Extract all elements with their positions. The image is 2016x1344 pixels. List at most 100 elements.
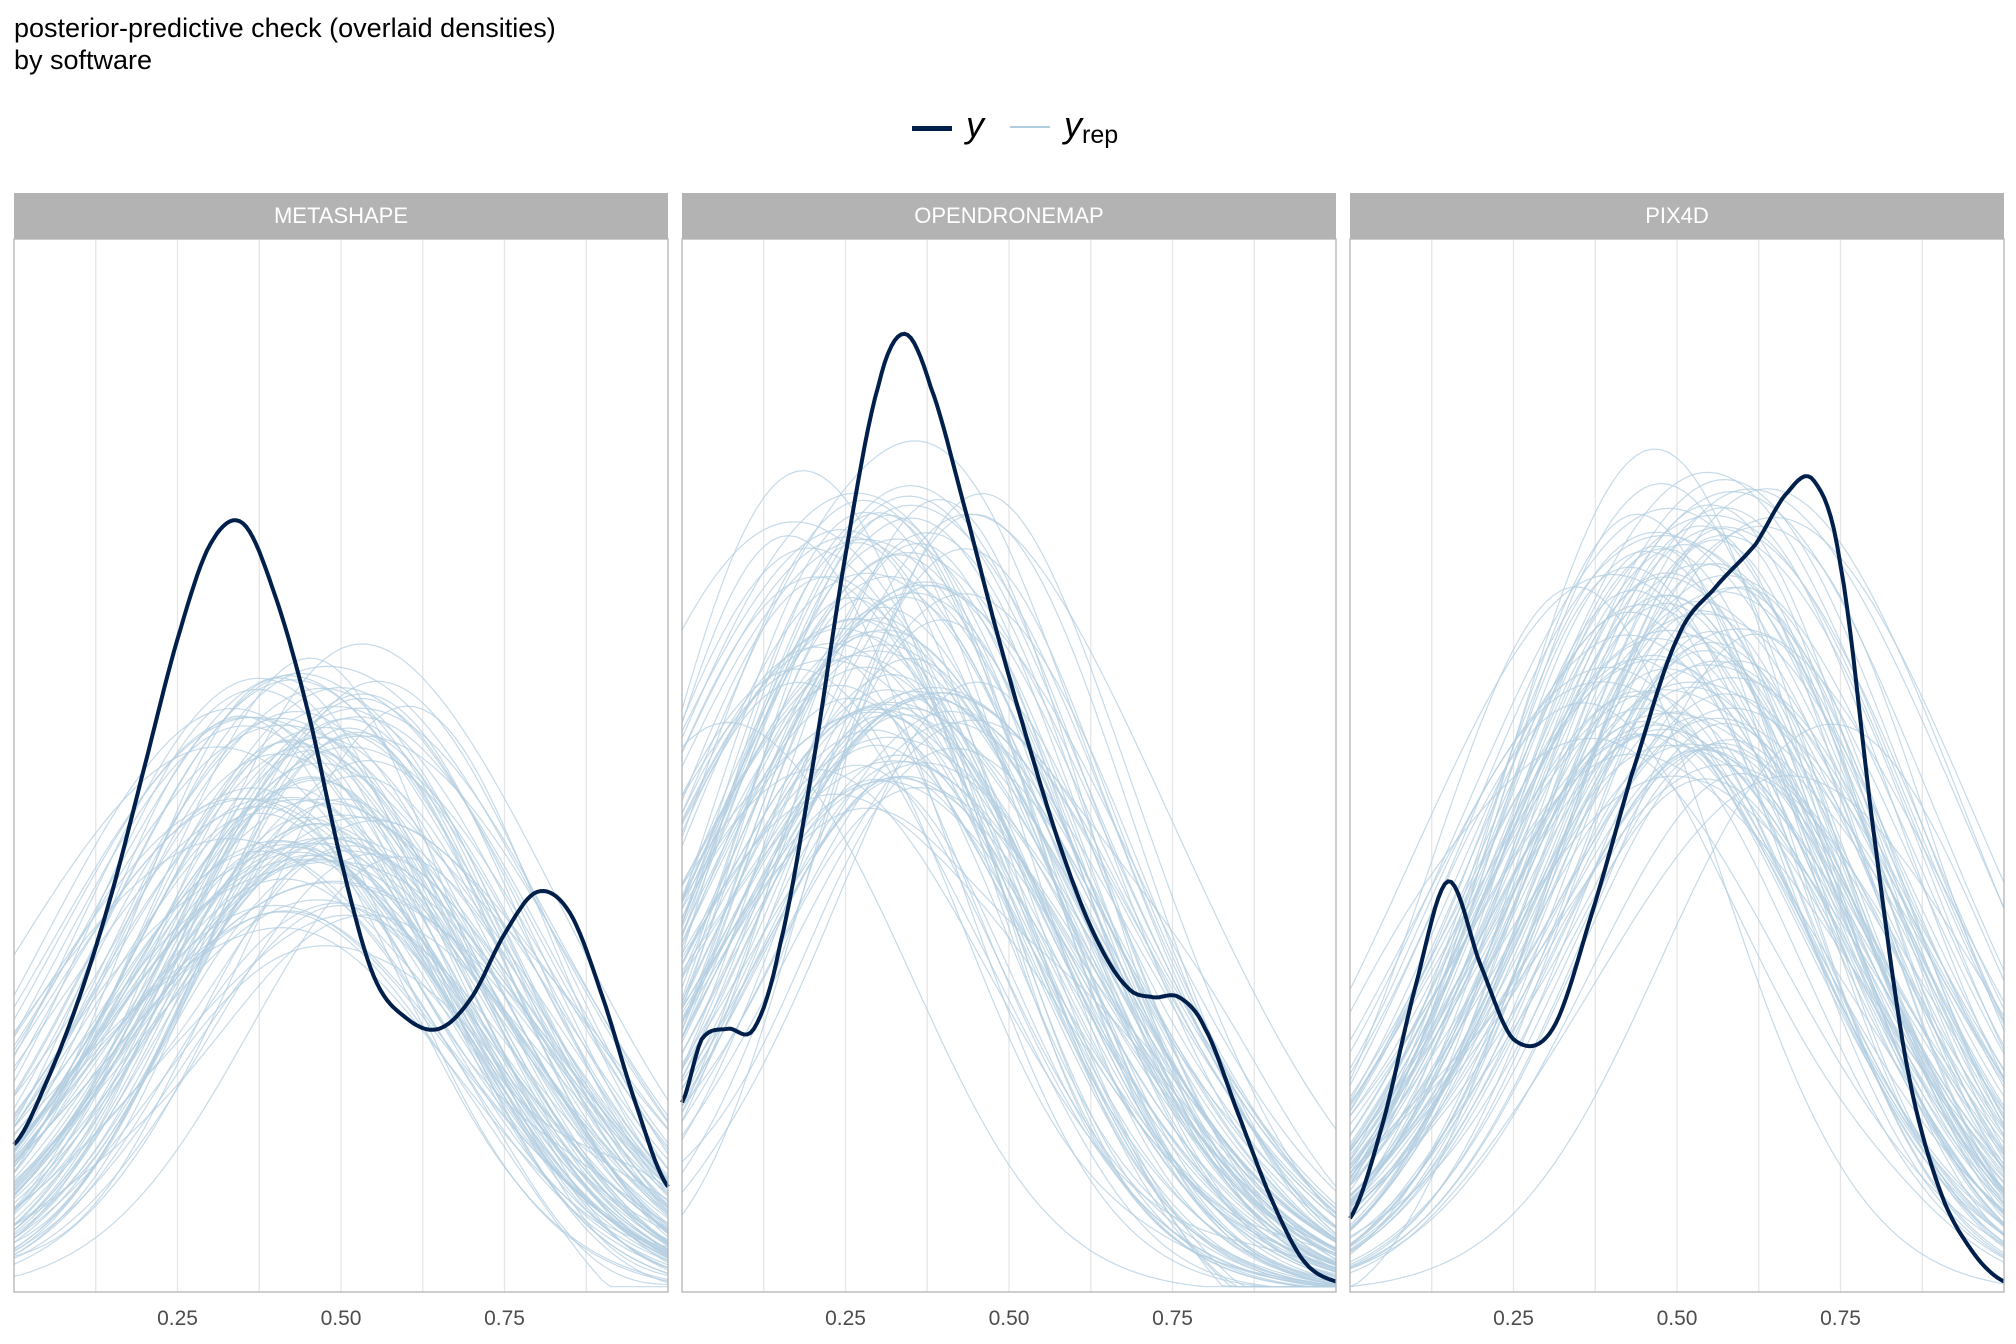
replicate-density-line	[1349, 668, 2005, 1201]
replicate-density-line	[13, 734, 669, 1250]
replicate-lines	[681, 440, 1337, 1288]
replicate-density-line	[13, 798, 669, 1189]
x-tick-label: 0.50	[1657, 1307, 1698, 1330]
replicate-density-line	[1349, 628, 2005, 1195]
replicate-density-line	[681, 440, 1337, 1210]
replicate-density-line	[13, 842, 669, 1250]
observed-density-line	[1348, 474, 2005, 1284]
replicate-density-line	[13, 715, 669, 1282]
replicate-density-line	[681, 706, 1337, 1282]
facet-strip-label: OPENDRONEMAP	[914, 203, 1103, 228]
replicate-density-line	[13, 902, 669, 1256]
replicate-density-line	[1349, 681, 2005, 1211]
x-tick-label: 0.50	[321, 1307, 362, 1330]
legend-swatch-y	[912, 126, 952, 131]
replicate-density-line	[13, 775, 669, 1209]
x-tick-label: 0.75	[484, 1307, 525, 1330]
replicate-density-line	[1349, 711, 2005, 1236]
replicate-density-line	[681, 681, 1336, 1288]
replicate-density-line	[681, 681, 1337, 1265]
replicate-density-line	[13, 716, 669, 1185]
replicate-density-line	[13, 643, 669, 1192]
replicate-density-line	[681, 617, 1337, 1283]
facet-strip	[1350, 193, 2004, 239]
replicate-density-line	[1349, 660, 2005, 1208]
replicate-density-line	[13, 687, 669, 1197]
replicate-density-line	[13, 837, 669, 1182]
x-tick-label: 0.50	[989, 1307, 1030, 1330]
replicate-density-line	[681, 655, 1337, 1273]
replicate-density-line	[681, 780, 1337, 1267]
replicate-density-line	[1349, 641, 2005, 1255]
replicate-density-line	[13, 724, 669, 1179]
facet-strip-label: METASHAPE	[274, 203, 408, 228]
replicate-density-line	[1349, 534, 2005, 1219]
replicate-density-line	[681, 470, 1336, 1288]
replicate-density-line	[1349, 516, 2005, 1200]
replicate-density-line	[1349, 591, 2005, 1184]
replicate-density-line	[13, 726, 669, 1176]
replicate-density-line	[681, 529, 1337, 1257]
facet-strip	[14, 193, 668, 239]
replicate-density-line	[13, 731, 669, 1234]
facet-panel-metashape: METASHAPE 0.25 0.50 0.75	[12, 193, 670, 1330]
replicate-density-line	[1349, 702, 2005, 1263]
replicate-density-line	[681, 513, 1337, 1235]
replicate-density-line	[1349, 550, 2005, 1247]
legend: y yrep	[0, 100, 2016, 150]
replicate-density-line	[13, 749, 669, 1244]
chart-title-block: posterior-predictive check (overlaid den…	[14, 12, 556, 76]
replicate-density-line	[681, 760, 1337, 1250]
replicate-density-line	[13, 882, 669, 1184]
replicate-density-line	[681, 713, 1337, 1278]
replicate-density-line	[13, 679, 669, 1208]
replicate-density-line	[1349, 526, 2005, 1175]
replicate-density-line	[681, 646, 1337, 1288]
replicate-density-line	[681, 492, 1337, 1250]
replicate-density-line	[13, 746, 669, 1231]
replicate-density-line	[1349, 690, 2005, 1226]
panel-border	[13, 238, 669, 1293]
replicate-density-line	[1349, 471, 2005, 1137]
replicate-density-line	[1349, 723, 2005, 1288]
replicate-density-line	[681, 514, 1337, 1279]
replicate-density-line	[681, 576, 1336, 1288]
replicate-density-line	[1349, 748, 2005, 1198]
replicate-density-line	[681, 692, 1337, 1187]
observed-density-line	[12, 518, 670, 1188]
replicate-density-line	[681, 754, 1336, 1288]
replicate-density-line	[681, 697, 1337, 1285]
x-tick-label: 0.25	[1493, 1307, 1534, 1330]
replicate-density-line	[13, 759, 669, 1236]
replicate-density-line	[13, 823, 669, 1269]
x-tick-label: 0.25	[825, 1307, 866, 1330]
replicate-density-line	[681, 536, 1337, 1243]
replicate-density-line	[1349, 506, 2005, 1162]
replicate-density-line	[681, 617, 1336, 1288]
replicate-density-line	[13, 914, 669, 1219]
replicate-density-line	[13, 838, 669, 1286]
replicate-density-line	[13, 725, 669, 1256]
replicate-density-line	[13, 697, 669, 1231]
legend-swatch-yrep	[1010, 126, 1050, 128]
replicate-density-line	[1349, 478, 2005, 1170]
replicate-density-line	[13, 777, 669, 1238]
replicate-density-line	[1349, 525, 2005, 1214]
replicate-density-line	[13, 910, 669, 1254]
replicate-density-line	[1349, 527, 2005, 1252]
replicate-density-line	[13, 927, 669, 1262]
replicate-density-line	[1349, 775, 2005, 1274]
replicate-density-line	[681, 575, 1337, 1228]
replicate-density-line	[681, 547, 1337, 1287]
replicate-density-line	[681, 492, 1337, 1219]
replicate-density-line	[1349, 539, 2005, 1246]
x-tick-label: 0.75	[1152, 1307, 1193, 1330]
replicate-density-line	[681, 531, 1337, 1260]
legend-label-y: y	[966, 104, 984, 145]
replicate-density-line	[1349, 572, 2005, 1204]
replicate-density-line	[681, 542, 1336, 1288]
replicate-density-line	[13, 665, 669, 1128]
replicate-density-line	[681, 635, 1337, 1287]
replicate-density-line	[681, 707, 1337, 1275]
